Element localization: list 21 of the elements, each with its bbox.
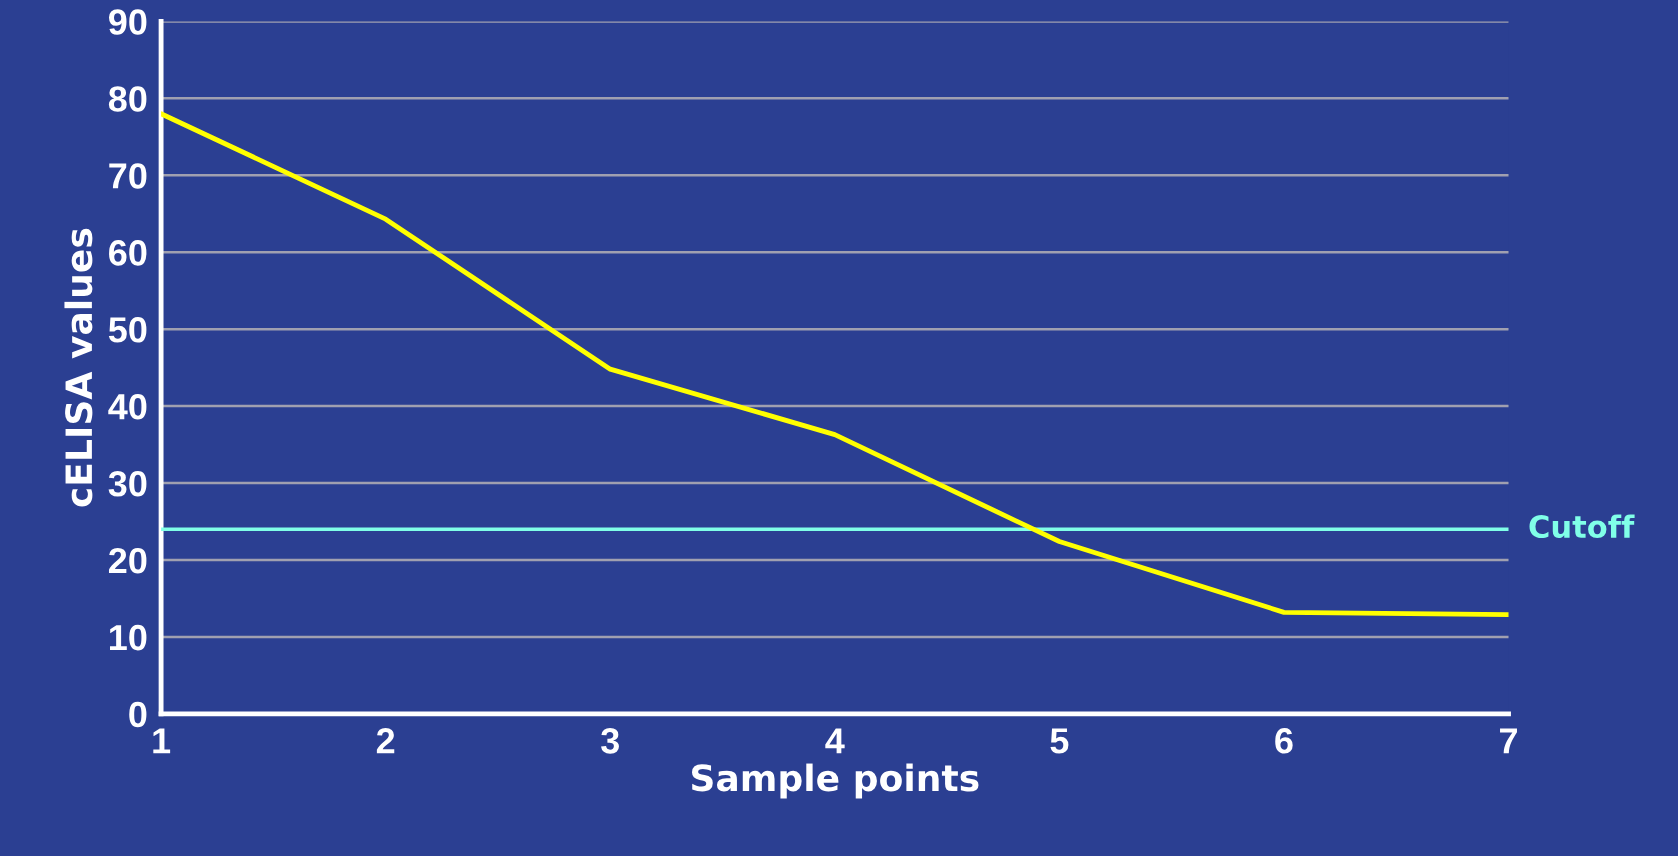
y-axis-title: cELISA values [64, 228, 93, 507]
x-tick-label: 4 [825, 728, 845, 754]
y-tick-label: 40 [108, 393, 147, 420]
line-series [161, 111, 1509, 618]
y-tick-label: 50 [108, 317, 147, 343]
y-tick-label: 20 [108, 547, 147, 574]
x-tick-label: 3 [601, 728, 619, 754]
y-tick-label: 30 [108, 470, 147, 497]
y-tick-label: 80 [108, 86, 147, 112]
x-tick-label: 2 [376, 728, 395, 754]
x-tick-label: 6 [1275, 728, 1293, 754]
x-tick-label: 1 [153, 728, 171, 754]
y-tick-label: 10 [110, 624, 147, 651]
ref-line-label: Cutoff [1529, 514, 1635, 539]
y-tick-label: 90 [108, 9, 147, 35]
x-tick-label: 5 [1050, 728, 1069, 754]
x-axis-title: Sample points [692, 763, 979, 799]
y-tick-label: 70 [109, 163, 147, 189]
y-tick-label: 60 [109, 240, 147, 266]
x-tick-label: 7 [1500, 728, 1517, 754]
y-tick-label: 0 [129, 701, 147, 728]
